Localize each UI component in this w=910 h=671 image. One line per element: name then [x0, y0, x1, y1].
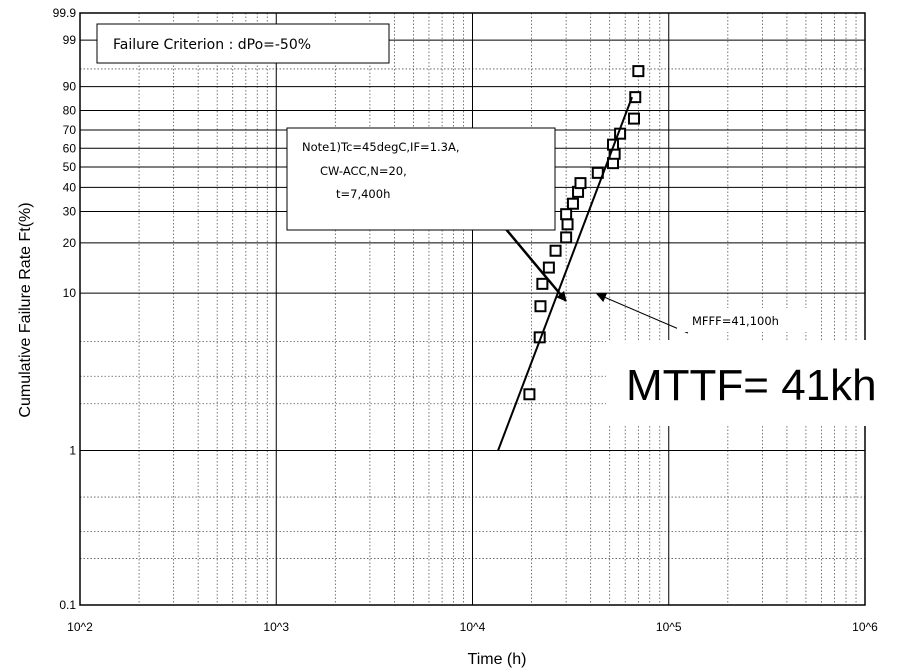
data-point — [549, 244, 562, 257]
y-tick-label: 99.9 — [53, 6, 77, 20]
y-tick-label: 50 — [63, 160, 77, 174]
mfff-label: MFFF=41,100h — [692, 314, 779, 328]
mttf-label: MTTF= 41kh — [626, 361, 877, 410]
plot-frame — [79, 12, 866, 606]
x-tick-label: 10^4 — [460, 620, 486, 634]
note-line-1: Note1)Tc=45degC,IF=1.3A, — [302, 140, 460, 154]
x-tick-labels: 10^2 10^3 10^4 10^5 10^6 — [67, 620, 878, 634]
fit-line — [497, 96, 633, 451]
data-point — [560, 231, 573, 244]
y-tick-label: 10 — [63, 286, 77, 300]
data-point — [523, 388, 536, 401]
y-tick-label: 20 — [63, 236, 77, 250]
y-axis-title: Cumulative Failure Rate Ft(%) — [17, 202, 34, 417]
x-axis-title: Time (h) — [468, 651, 527, 668]
criterion-box — [96, 23, 390, 64]
data-point — [632, 65, 645, 78]
data-point — [566, 197, 579, 210]
note-arrow — [499, 221, 567, 302]
criterion-label: Failure Criterion : dPo=-50% — [113, 37, 311, 53]
data-point — [534, 300, 547, 313]
note-line-3: t=7,400h — [336, 187, 390, 201]
data-points — [523, 65, 645, 401]
y-tick-label: 99 — [63, 33, 77, 47]
x-tick-label: 10^5 — [656, 620, 682, 634]
mfff-arrow — [596, 292, 689, 334]
data-point — [629, 91, 642, 104]
y-tick-label: 0.1 — [59, 598, 76, 612]
data-point — [536, 277, 549, 290]
data-point — [627, 112, 640, 125]
data-point — [561, 218, 574, 231]
y-tick-labels: 0.1 1 10 20 30 40 50 60 70 80 90 99 99.9 — [53, 6, 77, 612]
mfff-box — [677, 308, 816, 332]
x-tick-label: 10^3 — [263, 620, 289, 634]
y-tick-label: 30 — [63, 204, 77, 218]
y-tick-label: 1 — [69, 443, 76, 457]
x-tick-label: 10^2 — [67, 620, 93, 634]
mttf-box — [606, 340, 910, 426]
data-point — [542, 261, 555, 274]
y-tick-label: 60 — [63, 141, 77, 155]
y-tick-label: 80 — [63, 104, 77, 118]
note-line-2: CW-ACC,N=20, — [320, 164, 407, 178]
y-tick-label: 40 — [63, 180, 77, 194]
y-tick-label: 90 — [63, 80, 77, 94]
data-point — [574, 177, 587, 190]
x-tick-label: 10^6 — [852, 620, 878, 634]
data-point — [560, 208, 573, 221]
note-box — [286, 127, 556, 231]
y-tick-label: 70 — [63, 123, 77, 137]
